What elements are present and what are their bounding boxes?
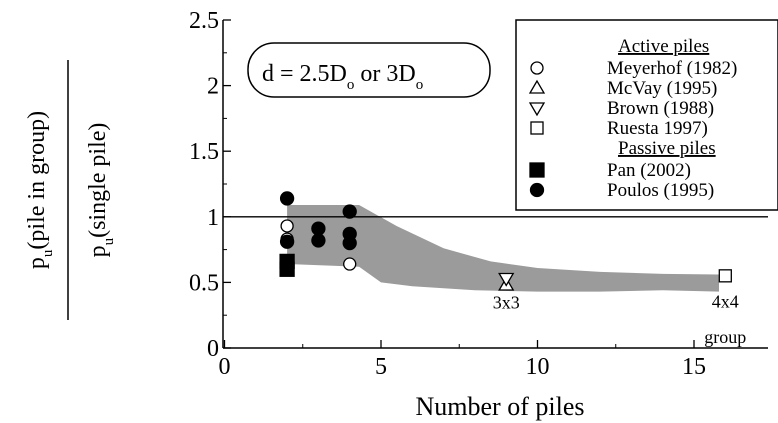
y-tick-label: 0.5: [189, 270, 219, 296]
point-poulos-1995: [311, 233, 326, 248]
legend-marker: [529, 162, 545, 178]
y-tick-label: 0: [207, 336, 219, 362]
legend-marker: [529, 182, 545, 198]
scatter-band: [287, 205, 719, 292]
point-meyerhof-1982: [280, 219, 294, 233]
point-poulos-1995: [279, 191, 295, 206]
y-num-rest: (pile in group): [24, 111, 50, 250]
annotation: 4x4: [712, 291, 739, 311]
y-tick-label: 2: [207, 74, 219, 100]
y-den-main: p: [85, 245, 111, 257]
y-tick-label: 1: [207, 205, 219, 231]
axes: [222, 19, 768, 349]
y-den-rest: (single pile): [85, 123, 111, 238]
svg-text:pu(single pile): pu(single pile): [85, 123, 117, 258]
tick-labels: 0 0.5 1 1.5 2 2.5 0 5 10 15: [189, 8, 706, 380]
point-brown-1988: [498, 272, 515, 287]
legend-entry: McVay (1995): [607, 78, 717, 99]
y-den-sub: u: [101, 237, 117, 245]
x-tick-label: 10: [526, 354, 550, 380]
point-meyerhof-1982: [343, 257, 357, 271]
x-axis-title: Number of piles: [416, 392, 585, 421]
legend-marker: [528, 102, 546, 117]
legend-marker: [530, 61, 544, 75]
y-tick-label: 2.5: [189, 8, 219, 34]
x-tick-label: 15: [682, 354, 706, 380]
annotation: group: [704, 327, 746, 347]
annotation: 3x3: [493, 293, 520, 313]
point-ruesta-1997: [718, 269, 732, 283]
legend-entry: Pan (2002): [607, 160, 691, 181]
x-tick-label: 0: [219, 354, 231, 380]
svg-text:pu(pile in group): pu(pile in group): [24, 111, 56, 269]
point-poulos-1995: [279, 234, 295, 249]
point-poulos-1995: [311, 221, 326, 236]
annotations: 3x3 4x4 group: [493, 291, 747, 346]
spacing-label-box: d = 2.5Do or 3Do: [247, 42, 491, 98]
y-axis-title: pu(pile in group) pu(single pile): [24, 60, 117, 320]
legend-entry: Poulos (1995): [607, 180, 714, 201]
legend-box: [515, 19, 778, 211]
spacing-label-text: d = 2.5Do or 3Do: [262, 61, 423, 93]
legend-marker: [528, 79, 546, 94]
data-points: [279, 191, 732, 291]
x-tick-label: 5: [375, 354, 387, 380]
y-num-main: p: [24, 257, 50, 269]
legend-entry: Brown (1988): [607, 98, 714, 119]
legend-entry: Meyerhof (1982): [607, 58, 737, 79]
legend-heading: Passive piles: [618, 138, 716, 159]
point-pan-2002: [279, 261, 295, 277]
point-poulos-1995: [342, 204, 357, 219]
point-poulos-1995: [342, 235, 357, 251]
legend-marker: [530, 121, 544, 135]
y-tick-label: 1.5: [189, 139, 219, 165]
legend-entry: Ruesta 1997): [607, 118, 708, 139]
y-num-sub: u: [40, 249, 56, 257]
legend-heading: Active piles: [618, 36, 709, 57]
